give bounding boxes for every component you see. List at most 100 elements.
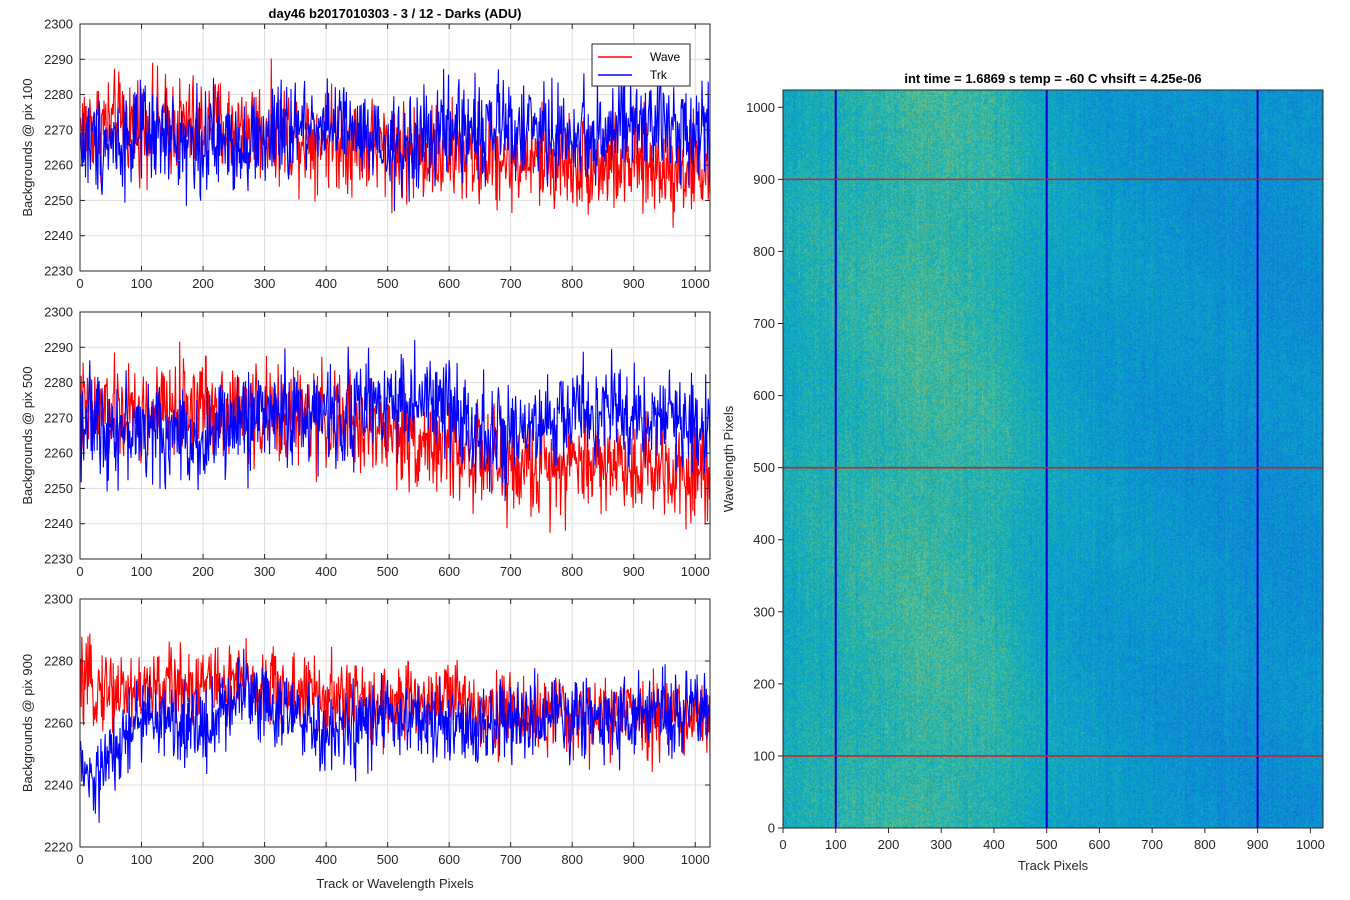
x-tick-label: 500 [377,852,399,867]
y-tick-label: 2260 [44,716,73,731]
legend-box [591,43,691,87]
line-plot-1: 0 100 200 300 400 500 600 700 800 900 1000 2230 2240… [20,6,711,291]
y-tick-label: 1000 [746,100,775,115]
series-line-trk [80,648,710,823]
y-tick-label: 100 [753,748,775,763]
x-tick-label: 700 [1141,837,1163,852]
chart-title: day46 b2017010303 - 3 / 12 - Darks (ADU) [269,6,522,21]
x-tick-label: 600 [1089,837,1111,852]
x-tick-label: 800 [1194,837,1216,852]
series-line-trk [80,339,710,502]
axes-box [79,23,711,272]
y-tick-label: 2230 [44,552,73,567]
x-tick-label: 500 [1036,837,1058,852]
y-tick-label: 2240 [44,778,73,793]
x-tick-label: 600 [438,276,460,291]
x-tick-label: 300 [254,852,276,867]
x-tick-label: 700 [500,852,522,867]
x-tick-label: 1000 [681,276,710,291]
heatmap-image [783,90,1323,828]
y-tick-label: 0 [768,821,775,836]
y-tick-label: 400 [753,532,775,547]
y-tick-label: 700 [753,316,775,331]
x-tick-label: 0 [76,564,83,579]
y-axis-label: Wavelength Pixels [721,405,736,512]
y-tick-label: 2260 [44,446,73,461]
x-tick-label: 100 [825,837,847,852]
y-tick-label: 2240 [44,228,73,243]
x-tick-label: 0 [76,852,83,867]
heatmap-title: int time = 1.6869 s temp = -60 C vhsift … [904,71,1201,86]
x-tick-label: 800 [561,852,583,867]
x-axis-label: Track or Wavelength Pixels [316,876,474,891]
y-tick-label: 2280 [44,375,73,390]
y-tick-label: 2300 [44,305,73,320]
heatmap-plot: 0 100 200 300 400 500 600 700 800 900 1000 0 100 200 3… [721,71,1325,873]
y-tick-label: 2250 [44,481,73,496]
y-axis-label: Backgrounds @ pix 500 [20,366,35,504]
x-tick-label: 300 [930,837,952,852]
y-axis-label: Backgrounds @ pix 100 [20,78,35,216]
x-tick-label: 900 [623,564,645,579]
x-tick-label: 600 [438,852,460,867]
x-tick-label: 400 [983,837,1005,852]
series-line-trk [80,66,710,212]
x-tick-label: 400 [315,852,337,867]
x-tick-label: 600 [438,564,460,579]
x-tick-label: 100 [131,564,153,579]
y-tick-label: 2290 [44,340,73,355]
x-tick-label: 400 [315,276,337,291]
y-tick-label: 2270 [44,410,73,425]
axes-box [79,311,711,560]
x-tick-label: 200 [192,564,214,579]
x-tick-label: 700 [500,276,522,291]
x-tick-label: 200 [878,837,900,852]
y-tick-label: 900 [753,172,775,187]
x-tick-label: 0 [779,837,786,852]
y-tick-label: 2290 [44,52,73,67]
x-axis-label: Track Pixels [1018,858,1089,873]
x-tick-label: 800 [561,276,583,291]
y-tick-label: 800 [753,244,775,259]
x-tick-label: 100 [131,852,153,867]
y-tick-label: 2230 [44,264,73,279]
heatmap-canvas [783,90,1323,828]
y-tick-label: 2280 [44,87,73,102]
y-tick-label: 500 [753,460,775,475]
heatmap-axes-box [782,89,1324,829]
y-tick-label: 2280 [44,654,73,669]
y-tick-label: 2250 [44,193,73,208]
x-tick-label: 300 [254,276,276,291]
x-tick-label: 500 [377,276,399,291]
legend-entry-trk: Trk [650,68,668,82]
y-tick-label: 2270 [44,122,73,137]
x-tick-label: 500 [377,564,399,579]
x-tick-label: 400 [315,564,337,579]
line-plot-2: 0 100 200 300 400 500 600 700 800 900 1000 2230 2240… [20,305,711,579]
x-tick-label: 1000 [1296,837,1325,852]
y-tick-label: 2240 [44,516,73,531]
y-tick-label: 2300 [44,17,73,32]
x-tick-label: 200 [192,852,214,867]
y-tick-label: 2300 [44,592,73,607]
x-tick-label: 800 [561,564,583,579]
y-tick-label: 2220 [44,840,73,855]
x-tick-label: 0 [76,276,83,291]
y-axis-label: Backgrounds @ pix 900 [20,654,35,792]
x-tick-label: 900 [623,852,645,867]
x-tick-label: 300 [254,564,276,579]
x-tick-label: 1000 [681,564,710,579]
line-plot-3: 0 100 200 300 400 500 600 700 800 900 1000 2220 2240… [20,592,711,891]
x-tick-label: 900 [1247,837,1269,852]
y-tick-label: 2260 [44,158,73,173]
legend: Wave Trk [591,43,691,87]
x-tick-label: 700 [500,564,522,579]
x-tick-label: 1000 [681,852,710,867]
y-tick-label: 600 [753,388,775,403]
x-tick-label: 900 [623,276,645,291]
x-tick-label: 200 [192,276,214,291]
y-tick-label: 300 [753,604,775,619]
y-tick-label: 200 [753,676,775,691]
legend-entry-wave: Wave [650,50,681,64]
